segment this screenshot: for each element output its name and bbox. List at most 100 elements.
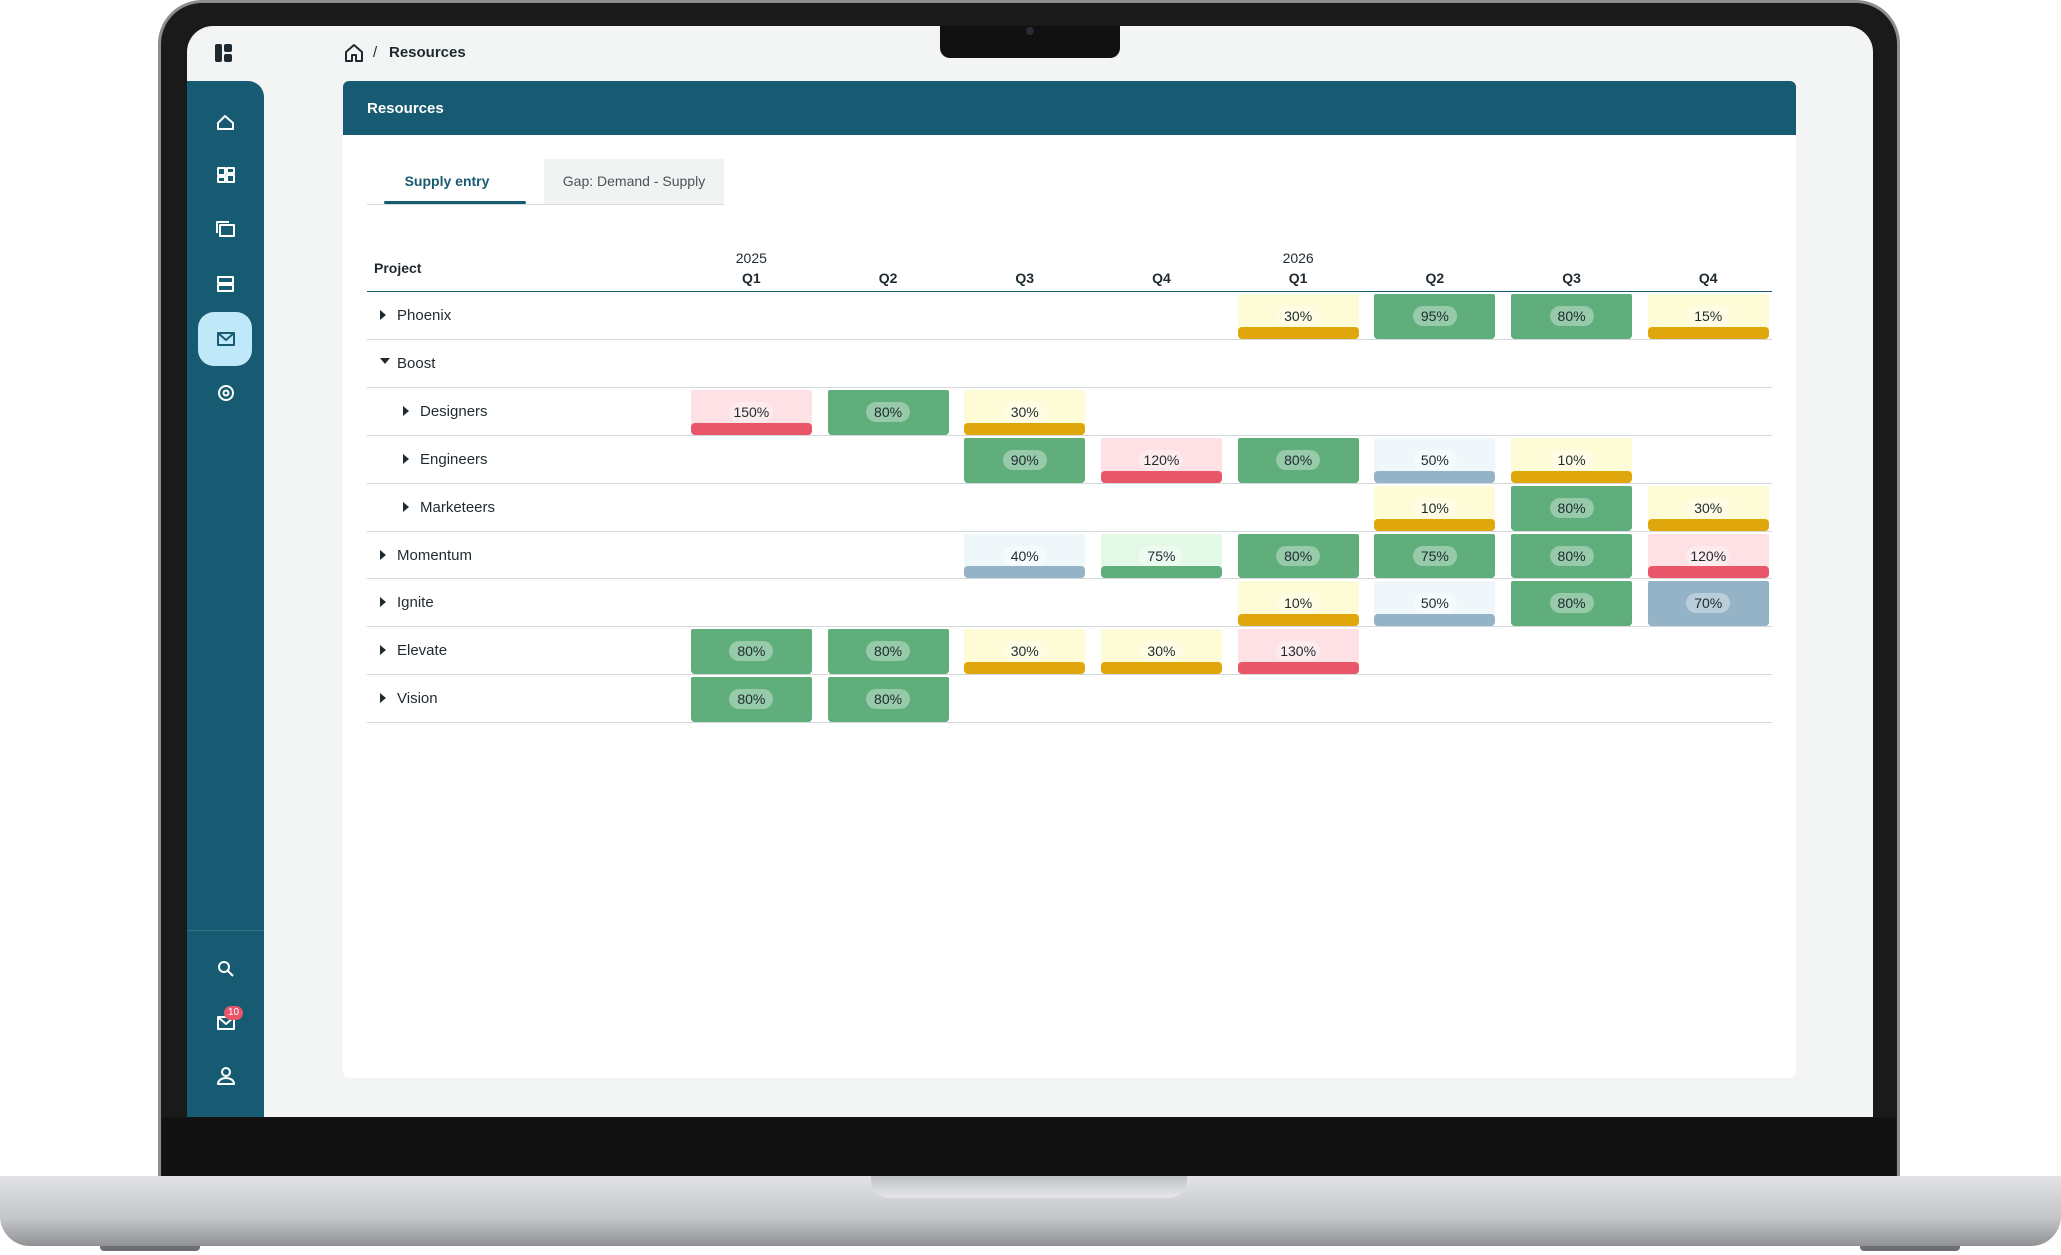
cell-value[interactable]: 120% [1686,545,1731,566]
row-rule [367,626,1772,628]
row-toggle[interactable] [403,453,409,464]
cell-value[interactable]: 80% [729,641,774,662]
cell-value[interactable]: 15% [1686,306,1731,326]
tab-label[interactable]: Gap: Demand - Supply [562,173,706,189]
cell-value[interactable]: 10% [1549,449,1594,470]
row-toggle[interactable] [380,310,386,320]
cell-value[interactable]: 80% [866,641,911,662]
cell-value[interactable]: 80% [1549,593,1594,614]
cell-bar [964,662,1086,675]
cell-value[interactable]: 80% [1549,306,1594,326]
cell-value[interactable]: 90% [1002,449,1047,470]
cell-bar [1511,566,1633,579]
row-rule [367,338,1772,340]
cell-value[interactable]: 80% [729,689,774,710]
row-toggle[interactable] [403,405,409,416]
row-name[interactable]: Ignite [397,594,434,612]
tab-button[interactable] [367,159,527,204]
cell-bar [1374,326,1496,339]
cell-bar [1237,662,1359,675]
cell-bar [827,710,949,723]
cell-bar [1374,614,1496,627]
year-label: 2026 [1282,250,1314,266]
row-toggle[interactable] [380,693,386,704]
cell-value[interactable]: 130% [1276,641,1321,662]
row-toggle[interactable] [380,645,386,656]
cell-value[interactable]: 10% [1276,593,1321,614]
row-name[interactable]: Designers [420,402,488,420]
row-name[interactable]: Vision [397,690,438,708]
row-rule [367,674,1772,676]
cell-bar [964,422,1086,435]
row-name[interactable]: Marketeers [420,498,496,516]
camera [1026,27,1034,35]
row-name[interactable]: Phoenix [397,307,452,324]
cell-value[interactable]: 80% [1549,545,1594,566]
sidebar-icons [216,115,235,1085]
cell-value[interactable]: 75% [1139,545,1184,566]
nav-search[interactable] [218,961,234,977]
row-toggle[interactable] [380,549,386,560]
cell-value[interactable]: 80% [866,401,911,422]
year-label: 2025 [735,250,767,266]
nav-home[interactable] [217,115,234,130]
cell-bar [964,470,1086,483]
cell-value[interactable]: 30% [1276,306,1321,326]
quarter-label: Q2 [1425,270,1445,286]
cell-value[interactable]: 50% [1412,593,1457,614]
tab-label[interactable]: Supply entry [404,173,490,189]
cell-value[interactable]: 30% [1002,401,1047,422]
header-label: Project [374,260,422,276]
cell-value[interactable]: 80% [1276,449,1321,470]
cell-bar [827,662,949,675]
cell-bar [1647,518,1769,531]
cell-value[interactable]: 95% [1412,306,1457,326]
cell-bar [1511,614,1633,627]
cell-bar [1237,614,1359,627]
quarter-label: Q3 [1015,270,1035,286]
quarter-label: Q4 [1152,270,1171,286]
tab-button[interactable] [544,159,724,204]
row-toggle[interactable] [380,357,390,364]
row-toggle[interactable] [403,501,409,512]
cell-value[interactable]: 70% [1686,593,1731,614]
cell-value[interactable]: 30% [1139,641,1184,662]
home-icon[interactable] [343,42,365,64]
row-name[interactable]: Boost [397,354,436,372]
cell-value[interactable]: 80% [1276,545,1321,566]
nav-dashboard[interactable] [217,167,235,183]
cell-value[interactable]: 30% [1002,641,1047,662]
cell-value[interactable]: 80% [866,689,911,710]
nav-servers[interactable] [217,276,234,292]
card-title: Resources [367,100,444,117]
cell-bar [1374,518,1496,531]
cell-bar [1237,326,1359,339]
cell-bar [827,422,949,435]
app-logo [215,44,232,62]
nav-settings[interactable] [218,385,234,401]
quarter-label: Q1 [1288,270,1308,286]
cell-value[interactable]: 75% [1412,545,1457,566]
cell-value[interactable]: 150% [729,401,774,422]
row-toggle[interactable] [380,597,386,608]
cell-value[interactable]: 50% [1412,449,1457,470]
row-name[interactable]: Momentum [397,546,473,564]
cell-value[interactable]: 40% [1002,545,1047,566]
row-name[interactable]: Engineers [420,450,488,468]
row-name[interactable]: Elevate [397,642,448,660]
cell-bar [1647,566,1769,579]
card-header [343,81,1796,135]
cell-value[interactable]: 120% [1139,449,1184,470]
cell-bar [690,662,812,675]
cell-value[interactable]: 80% [1549,497,1594,518]
nav-folders[interactable] [216,221,235,237]
nav-profile[interactable] [217,1067,235,1085]
cell-bar [1237,566,1359,579]
cell-bar [1647,326,1769,339]
cell-value[interactable]: 30% [1686,497,1731,518]
cell-bar [1100,662,1222,675]
cell-value[interactable]: 10% [1412,497,1457,518]
nav-mail[interactable] [217,332,235,346]
cell-bar [1647,614,1769,627]
